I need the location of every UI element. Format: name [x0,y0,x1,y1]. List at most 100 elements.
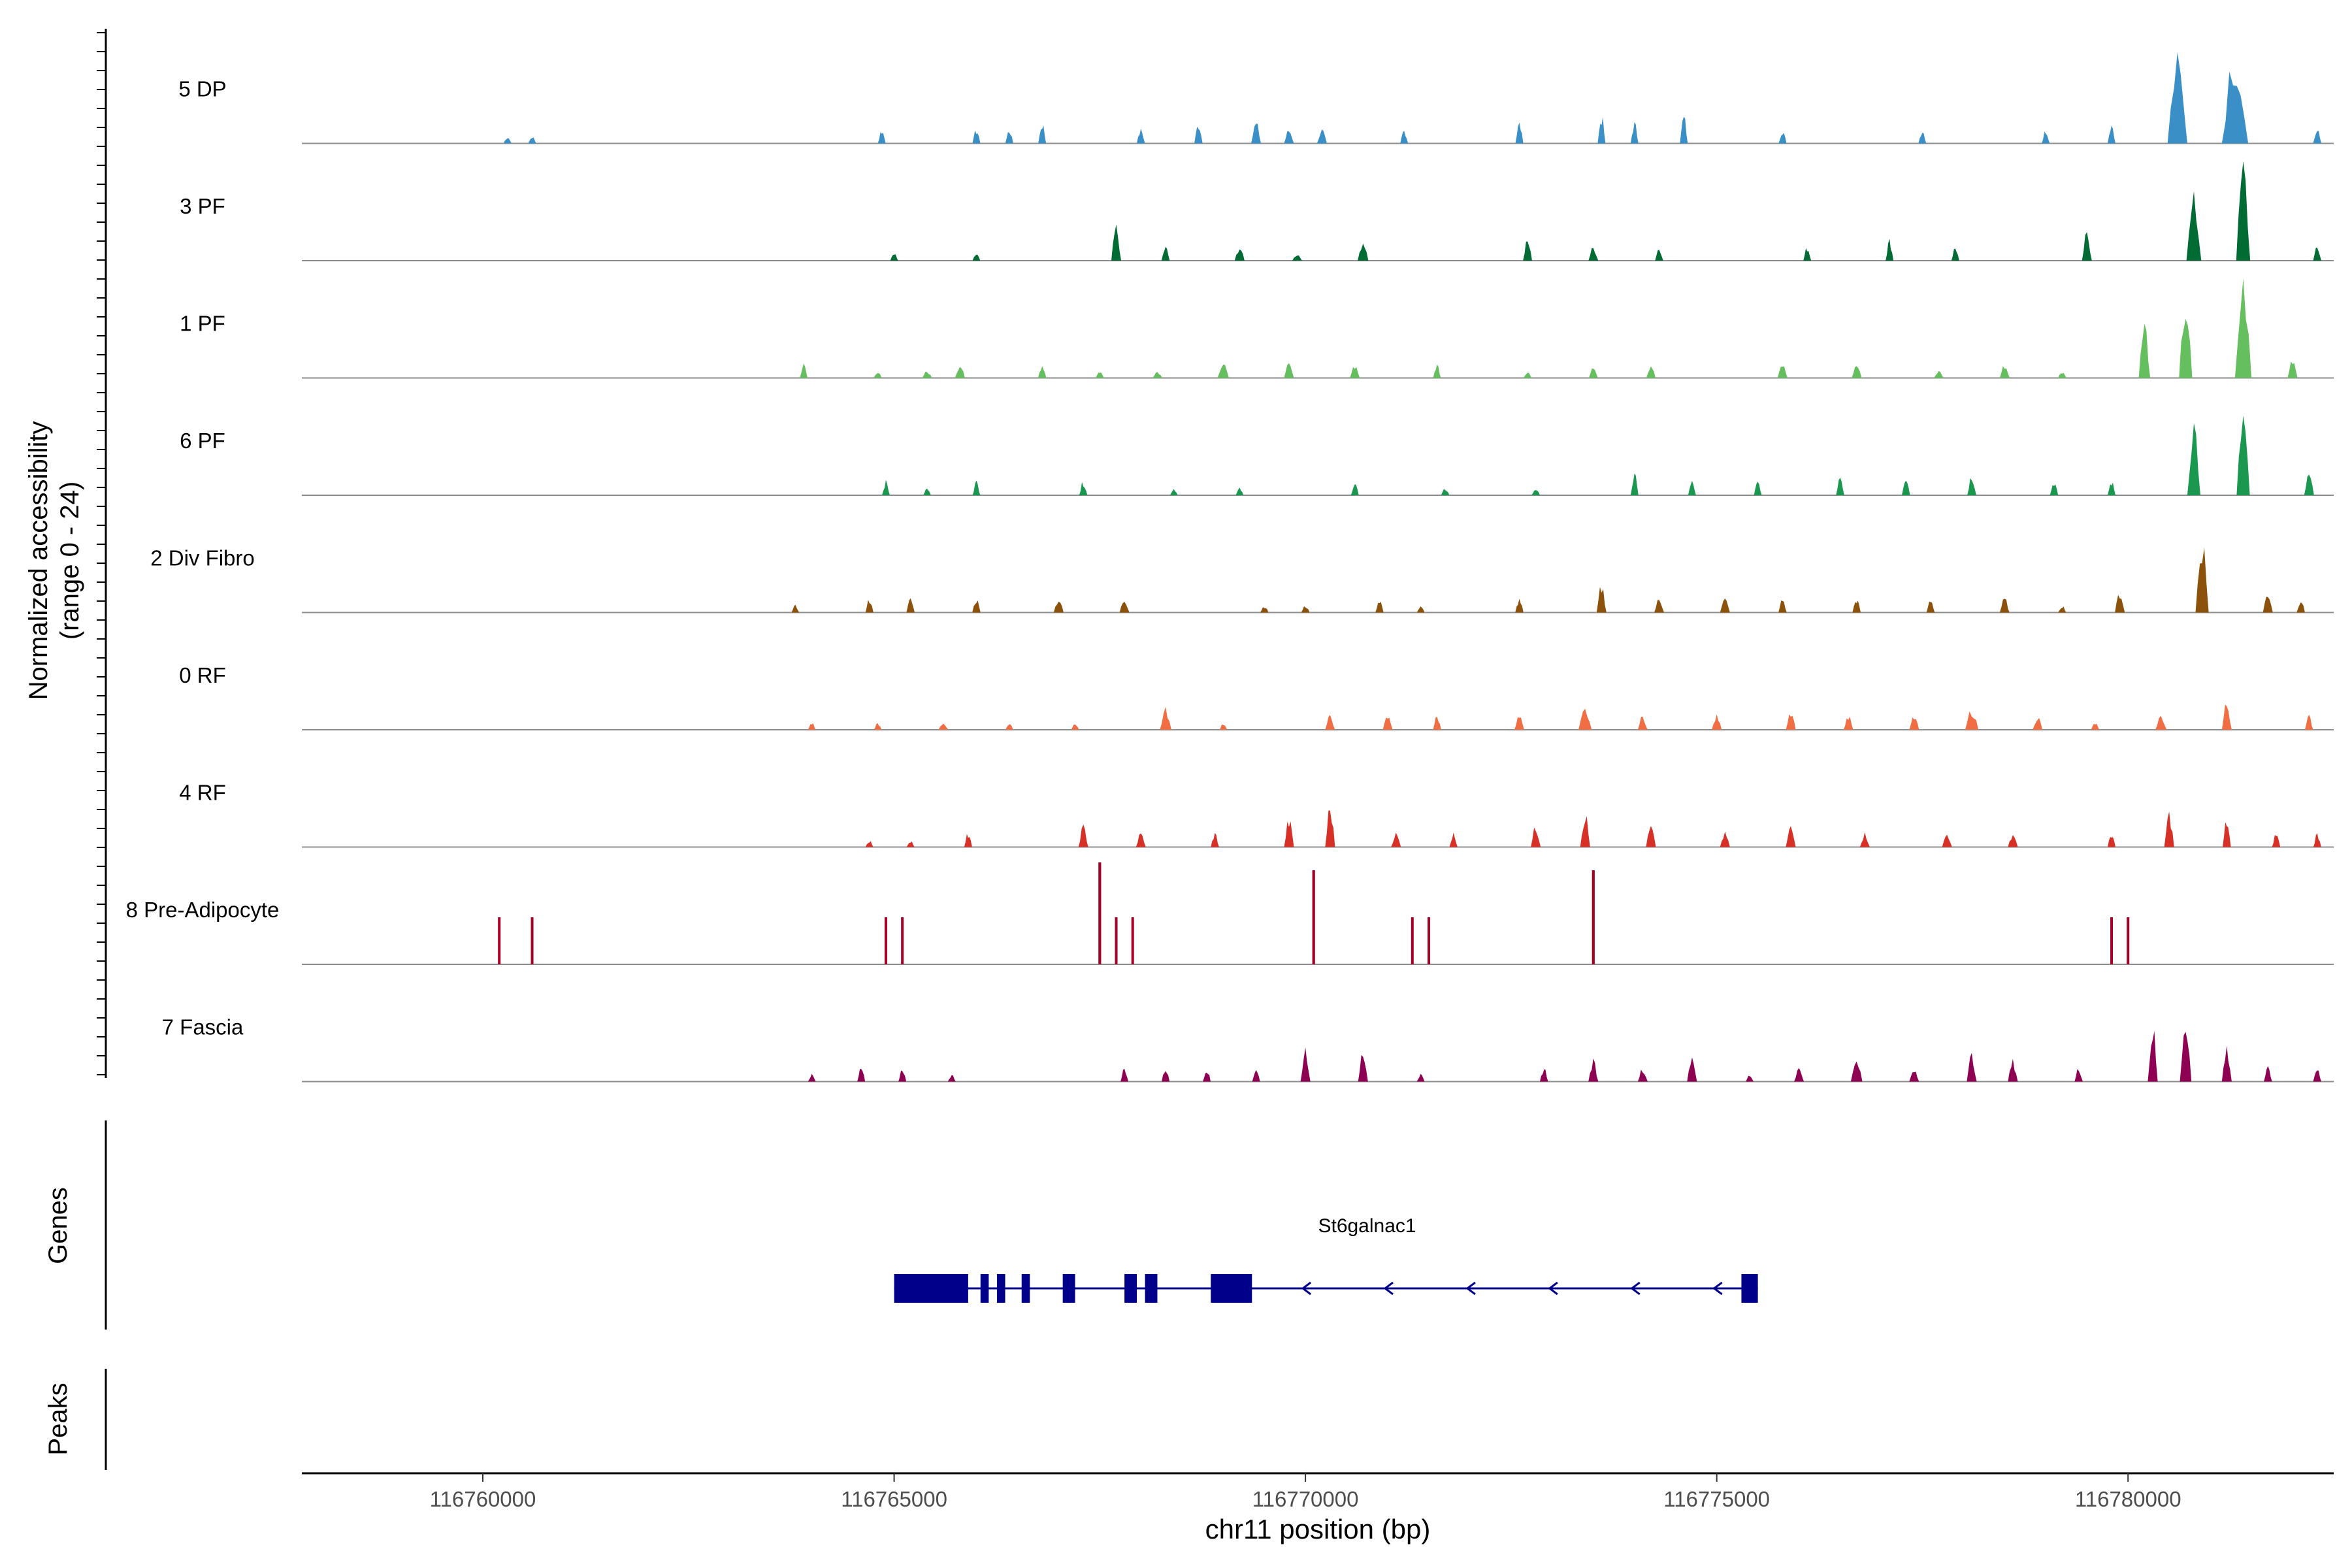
coverage-peak [1375,602,1384,613]
coverage-peak [1382,717,1393,730]
coverage-peak [1655,250,1663,261]
coverage-peak [1162,1071,1170,1082]
coverage-peak [1754,482,1762,495]
coverage-peak [1720,598,1730,613]
coverage-peak [1646,366,1656,378]
coverage-peak [1131,917,1134,964]
coverage-peak [1942,834,1952,847]
coverage-peak [1515,598,1524,613]
coverage-peak [1852,600,1861,613]
track-label: 0 RF [179,663,226,687]
coverage-peak [2138,323,2151,378]
coverage-peak [1720,831,1730,847]
coverage-peak [1120,1068,1129,1082]
coverage-peak [2221,704,2232,730]
coverage-peak [2155,715,2167,730]
gene-exon [980,1274,989,1303]
coverage-peak [2058,372,2066,378]
coverage-peak [2223,822,2231,847]
gene-exon [1741,1274,1758,1303]
coverage-peak [972,130,981,144]
coverage-peak [1441,489,1450,495]
coverage-peak [1161,246,1170,261]
coverage-peak [1836,478,1844,495]
coverage-peak [857,1069,866,1082]
coverage-peak [1965,711,1979,730]
track-8-pre-adipocyte: 8 Pre-Adipocyte [126,862,2334,965]
coverage-peak [1926,601,1935,613]
coverage-peak [2179,319,2193,378]
coverage-peak [922,372,932,378]
coverage-peak [1427,917,1430,964]
coverage-peak [1098,862,1102,964]
coverage-peak [1096,372,1104,378]
y-axis-title-line2: (range 0 - 24) [56,482,84,640]
coverage-peak [1005,132,1013,144]
coverage-peak [531,917,534,964]
coverage-peak [1037,366,1047,378]
x-tick-label: 116765000 [841,1487,947,1511]
coverage-peak [2180,1032,2192,1082]
coverage-peak [1325,715,1335,730]
coverage-peak [2148,1031,2158,1082]
coverage-peak [1778,600,1787,613]
coverage-peak [1531,490,1540,495]
tracks: 5 DP 3 PF 1 PF 6 PF 2 Div Fibro 0 RF 4 RF 8 Pre… [126,52,2334,1083]
coverage-peak [2313,833,2321,847]
coverage-peak [791,604,800,613]
coverage-peak [1637,716,1648,730]
coverage-peak [2234,278,2252,378]
coverage-peak [1646,826,1656,847]
coverage-peak [1588,248,1599,261]
coverage-peak [1515,122,1524,144]
coverage-peak [2304,715,2313,730]
gene-exon [1211,1274,1252,1303]
coverage-peak [1596,587,1607,613]
coverage-peak [1411,917,1414,964]
track-7-fascia: 7 Fascia [162,1015,2334,1083]
coverage-peak [2110,917,2114,964]
coverage-peak [955,367,965,378]
coverage-peak [1136,128,1145,144]
coverage-peak [1203,1072,1211,1082]
coverage-peak [877,132,886,144]
gene-exon [1062,1274,1075,1303]
coverage-peak [498,917,501,964]
coverage-peak [2042,131,2050,144]
coverage-peak [1284,131,1294,144]
coverage-peak [2008,835,2018,847]
coverage-peak [1886,238,1894,261]
coverage-peak [1630,473,1639,495]
track-label: 1 PF [180,312,225,336]
gene-exon [1124,1274,1137,1303]
x-tick-label: 116775000 [1663,1487,1770,1511]
coverage-peak [2164,811,2174,847]
coverage-peak [1588,1058,1599,1082]
coverage-peak [1433,364,1441,378]
coverage-peak [2082,232,2092,261]
coverage-peak [2186,191,2202,261]
coverage-peak [1746,1075,1754,1082]
coverage-peak [1312,870,1315,964]
coverage-peak [2058,606,2066,613]
coverage-peak [964,834,972,847]
coverage-peak [2033,717,2043,730]
x-axis-title: chr11 position (bp) [1205,1514,1431,1544]
gene-strand-arrow [1465,1281,1476,1296]
gene-exon [894,1274,968,1303]
gene-strand-arrow [1712,1281,1723,1296]
coverage-peak [881,480,890,495]
coverage-peak [2221,71,2249,144]
coverage-peak [972,480,981,495]
track-label: 6 PF [180,429,225,453]
y-axis-title: Normalized accessibility (range 0 - 24) [24,421,84,700]
track-0-rf: 0 RF [179,663,2334,730]
coverage-peak [884,917,887,964]
x-tick-label: 116760000 [430,1487,536,1511]
coverage-peak [1687,1057,1697,1082]
coverage-peak [1778,133,1787,144]
coverage-peak [1217,365,1230,378]
coverage-peak [1211,832,1219,847]
coverage-peak [1578,708,1592,730]
